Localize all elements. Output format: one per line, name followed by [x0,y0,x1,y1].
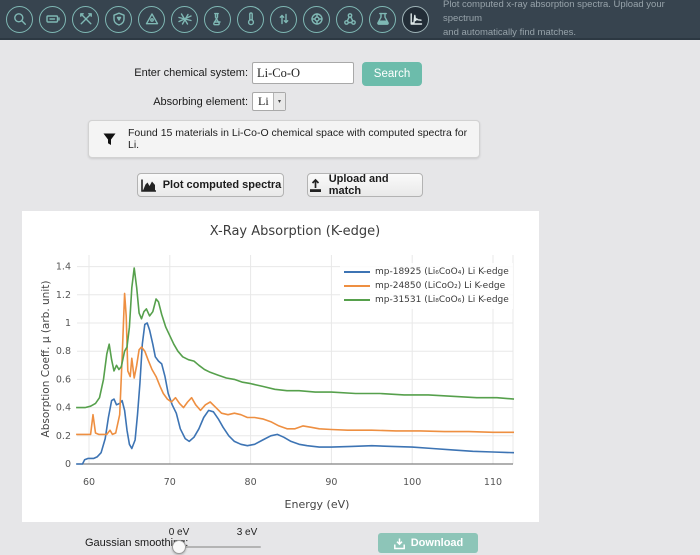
plot-area[interactable]: 0 0.2 0.4 0.6 0.8 1 1.2 1.4 60 70 80 90 100 110 [22,211,539,522]
legend-label: mp-31531 (Li₈CoO₆) Li K-edge [375,295,509,305]
app-header: Plot computed x-ray absorption spectra. … [0,0,700,40]
legend-label: mp-24850 (LiCoO₂) Li K-edge [375,281,506,291]
header-tooltip-line2: and automatically find matches. [443,27,577,38]
molecule-icon[interactable] [336,5,363,33]
svg-text:100: 100 [403,477,421,488]
y-axis-label: Absorption Coeff. μ (arb. unit) [40,280,52,438]
svg-text:110: 110 [484,477,502,488]
legend-item[interactable]: mp-31531 (Li₈CoO₆) Li K-edge [344,293,509,307]
area-chart-icon [140,179,156,192]
download-icon [393,538,405,549]
chart-card: X-Ray Absorption (K-edge) 0 0.2 0.4 0.6 0.8 1… [22,211,539,522]
absorbing-element-value: Li [258,94,269,108]
svg-text:0: 0 [65,459,71,470]
svg-text:1: 1 [65,318,71,329]
slider-min-label: 0 eV [168,527,190,538]
smoothing-slider-track[interactable] [172,546,261,548]
svg-text:0.2: 0.2 [56,431,71,442]
chemical-system-input[interactable] [252,62,354,84]
slider-max-label: 3 eV [236,527,258,538]
select-spinner-icon[interactable]: ▾ [273,93,285,110]
absorbing-element-label: Absorbing element: [153,96,248,108]
header-tooltip: Plot computed x-ray absorption spectra. … [443,0,700,40]
legend-line-swatch [344,271,370,273]
legend-item[interactable]: mp-24850 (LiCoO₂) Li K-edge [344,279,509,293]
filter-icon [101,131,118,148]
svg-text:1.4: 1.4 [56,262,71,273]
interface-icon[interactable] [171,5,198,33]
thermometer-icon[interactable] [237,5,264,33]
svg-text:60: 60 [83,477,95,488]
porous-icon[interactable] [303,5,330,33]
results-notice: Found 15 materials in Li-Co-O chemical s… [88,120,480,158]
chemical-system-label: Enter chemical system: [134,67,248,79]
header-tooltip-line1: Plot computed x-ray absorption spectra. … [443,0,665,24]
legend-line-swatch [344,299,370,301]
download-button[interactable]: Download [378,533,478,553]
svg-text:0.4: 0.4 [56,403,71,414]
x-axis-label: Energy (eV) [284,498,350,511]
svg-text:80: 80 [245,477,257,488]
svg-text:0.8: 0.8 [56,346,71,357]
toolkit-icon[interactable] [72,5,99,33]
chart-legend: mp-18925 (Li₆CoO₄) Li K-edge mp-24850 (Li… [340,263,513,309]
svg-text:0.6: 0.6 [56,374,71,385]
battery-icon[interactable] [39,5,66,33]
upload-icon [310,178,321,192]
shield-icon[interactable] [105,5,132,33]
results-notice-text: Found 15 materials in Li-Co-O chemical s… [128,127,468,151]
search-icon[interactable] [6,5,33,33]
absorbing-element-select[interactable]: Li ▾ [252,92,286,111]
svg-text:90: 90 [325,477,337,488]
search-button[interactable]: Search [362,62,422,86]
phase-diagram-icon[interactable] [138,5,165,33]
plot-spectra-label: Plot computed spectra [162,179,282,191]
gaussian-smoothing-label: Gaussian smoothing: [85,537,189,549]
chart-title: X-Ray Absorption (K-edge) [209,224,381,239]
reaction-arrows-icon[interactable] [270,5,297,33]
legend-line-swatch [344,285,370,287]
beaker-icon[interactable] [369,5,396,33]
flask-icon[interactable] [204,5,231,33]
plot-spectra-button[interactable]: Plot computed spectra [137,173,284,197]
legend-item[interactable]: mp-18925 (Li₆CoO₄) Li K-edge [344,265,509,279]
xas-spectrum-icon[interactable] [402,5,429,33]
svg-text:1.2: 1.2 [56,290,71,301]
svg-text:70: 70 [164,477,176,488]
upload-match-label: Upload and match [328,173,389,197]
legend-label: mp-18925 (Li₆CoO₄) Li K-edge [375,267,509,277]
smoothing-slider-handle[interactable] [172,540,186,554]
upload-match-button[interactable]: Upload and match [307,173,423,197]
download-label: Download [410,537,464,549]
